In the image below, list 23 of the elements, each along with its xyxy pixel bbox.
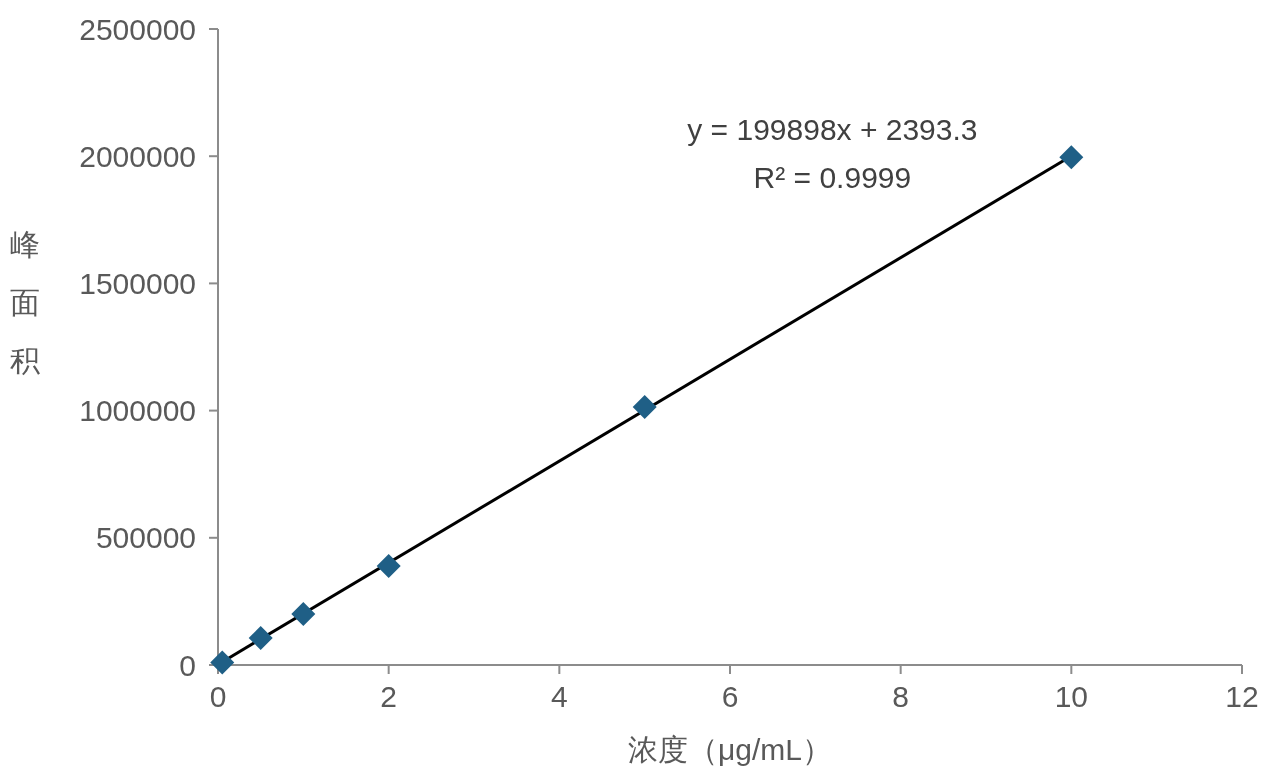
point bbox=[632, 395, 657, 420]
point bbox=[248, 626, 273, 651]
x-tick-label: 8 bbox=[892, 680, 910, 713]
point bbox=[1059, 145, 1084, 170]
point bbox=[210, 650, 235, 675]
x-tick-label: 12 bbox=[1225, 680, 1259, 713]
y-tick-label: 1000000 bbox=[79, 394, 196, 428]
y-axis-title: 峰面积 bbox=[10, 228, 40, 377]
y-tick-label: 2000000 bbox=[79, 139, 196, 173]
y-tick-label: 2500000 bbox=[79, 12, 196, 46]
x-tick-label: 0 bbox=[209, 680, 227, 713]
y-tick-label: 1500000 bbox=[79, 266, 196, 300]
x-tick-label: 6 bbox=[721, 680, 739, 713]
annotation: R² = 0.9999 bbox=[753, 161, 912, 194]
annotation: y = 199898x + 2393.3 bbox=[687, 113, 978, 146]
x-tick-label: 4 bbox=[550, 680, 568, 713]
y-tick-label: 0 bbox=[179, 648, 196, 682]
point bbox=[376, 554, 401, 579]
x-tick-label: 10 bbox=[1054, 680, 1089, 713]
x-tick-label: 2 bbox=[380, 680, 398, 713]
y-tick-label: 500000 bbox=[95, 521, 196, 555]
point bbox=[291, 602, 316, 627]
x-axis-title: 浓度（μg/mL） bbox=[628, 733, 832, 766]
